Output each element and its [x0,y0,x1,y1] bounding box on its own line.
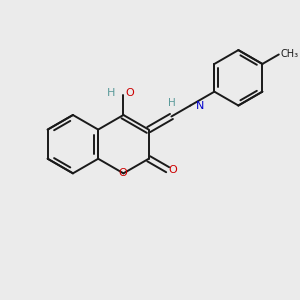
Text: H: H [168,98,175,108]
Text: H: H [107,88,115,98]
Text: O: O [168,165,177,175]
Text: O: O [125,88,134,98]
Text: N: N [196,100,204,110]
Text: O: O [118,168,127,178]
Text: CH₃: CH₃ [280,50,298,59]
